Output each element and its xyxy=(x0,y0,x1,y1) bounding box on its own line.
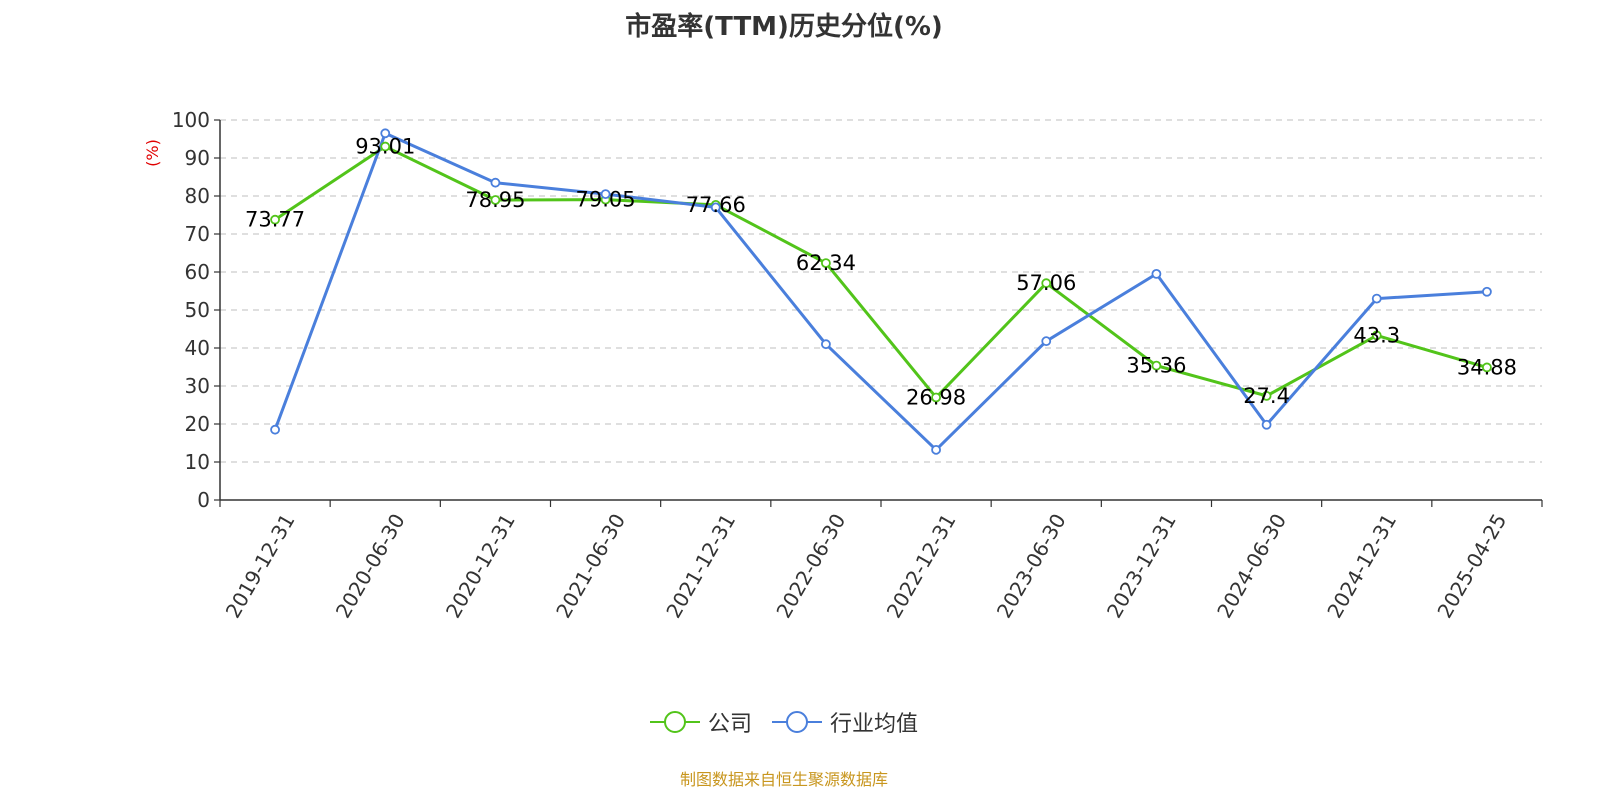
y-tick-label: 40 xyxy=(185,336,210,360)
x-tick-label: 2024-06-30 xyxy=(1212,510,1291,623)
legend-item-industry-average[interactable]: 行业均值 xyxy=(772,706,918,738)
x-tick-label: 2019-12-31 xyxy=(221,510,300,623)
x-tick-label: 2023-06-30 xyxy=(992,510,1071,623)
y-tick-label: 10 xyxy=(185,450,210,474)
y-tick-label: 30 xyxy=(185,374,210,398)
data-point-1 xyxy=(1482,286,1492,297)
y-tick-label: 60 xyxy=(185,260,210,284)
y-tick-label: 90 xyxy=(185,146,210,170)
y-tick-label: 80 xyxy=(185,184,210,208)
data-label: 57.06 xyxy=(1016,271,1076,295)
data-point-0 xyxy=(931,392,941,403)
grid-lines xyxy=(220,119,1542,463)
y-tick-label: 20 xyxy=(185,412,210,436)
data-point-0 xyxy=(1151,360,1162,371)
data-point-0 xyxy=(1041,278,1052,289)
data-point-1 xyxy=(600,189,611,200)
series-lines xyxy=(270,128,1492,455)
x-tick-label: 2024-12-31 xyxy=(1322,510,1401,623)
x-tick-label: 2025-04-25 xyxy=(1432,510,1511,623)
data-point-0 xyxy=(821,258,831,269)
legend: 公司 行业均值 xyxy=(0,706,1568,738)
legend-item-company[interactable]: 公司 xyxy=(649,706,752,738)
y-tick-label: 0 xyxy=(197,488,210,512)
y-tick-label: 70 xyxy=(185,222,210,246)
series-line-0 xyxy=(274,145,1488,399)
x-tick-label: 2022-06-30 xyxy=(771,510,850,623)
data-label: 73.77 xyxy=(245,208,305,232)
x-tick-label: 2020-12-31 xyxy=(441,509,520,622)
data-point-1 xyxy=(1041,336,1052,347)
data-point-1 xyxy=(380,128,391,139)
data-label: 79.05 xyxy=(576,188,636,212)
x-tick-label: 2021-06-30 xyxy=(551,510,630,623)
y-tick-label: 50 xyxy=(185,298,210,322)
data-point-1 xyxy=(270,424,280,435)
y-axis-label: (%) xyxy=(143,139,162,167)
data-point-0 xyxy=(270,214,280,225)
data-point-0 xyxy=(490,195,501,205)
x-tick-label: 2023-12-31 xyxy=(1102,510,1181,623)
chart-title: 市盈率(TTM)历史分位(%) xyxy=(625,12,943,42)
data-point-1 xyxy=(710,202,721,213)
axes: 0 10 20 30 40 50 60 70 80 90 100 2019-12-31 2020-06-… xyxy=(172,108,1543,623)
data-label: 77.66 xyxy=(686,193,746,217)
data-point-0 xyxy=(380,141,391,152)
data-label: 27.4 xyxy=(1243,384,1290,408)
data-point-0 xyxy=(1261,390,1272,401)
data-label: 93.01 xyxy=(355,135,415,159)
source-note: 制图数据来自恒生聚源数据库 xyxy=(679,770,888,789)
data-point-1 xyxy=(821,339,831,350)
x-tick-label: 2022-12-31 xyxy=(882,509,961,622)
data-label: 35.36 xyxy=(1126,354,1186,378)
legend-marker-industry-average xyxy=(772,711,822,733)
data-label: 43.3 xyxy=(1353,323,1400,347)
data-label: 34.88 xyxy=(1457,355,1517,379)
data-point-1 xyxy=(1371,293,1382,304)
x-tick-label: 2021-12-31 xyxy=(661,510,740,623)
data-point-1 xyxy=(490,177,501,188)
y-tick-label: 100 xyxy=(172,108,210,132)
legend-label-company: 公司 xyxy=(707,712,752,737)
data-labels: 73.77 93.01 78.95 79.05 77.66 62.34 26.98 57.06… xyxy=(245,135,1517,410)
series-line-1 xyxy=(273,131,1488,452)
x-tick-label: 2020-06-30 xyxy=(331,510,410,623)
legend-marker-company xyxy=(649,711,700,733)
data-label: 62.34 xyxy=(796,251,856,275)
data-point-1 xyxy=(931,444,941,455)
data-point-1 xyxy=(1151,268,1162,279)
data-label: 26.98 xyxy=(906,385,966,409)
data-point-0 xyxy=(1482,362,1492,373)
data-point-0 xyxy=(1371,330,1382,341)
data-point-1 xyxy=(1261,419,1272,430)
data-label: 78.95 xyxy=(465,188,525,212)
legend-label-industry-average: 行业均值 xyxy=(830,712,919,737)
